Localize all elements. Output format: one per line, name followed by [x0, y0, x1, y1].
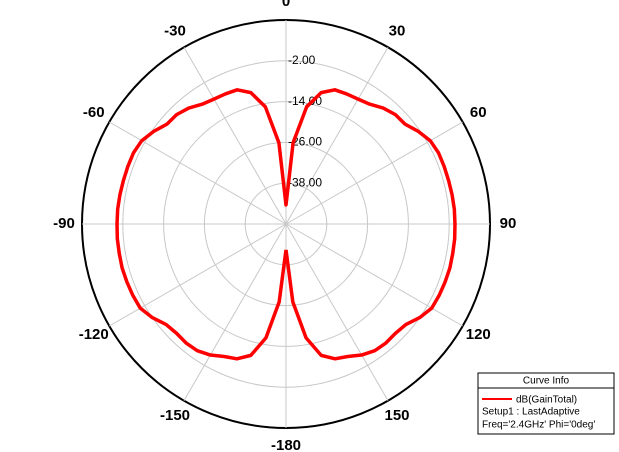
grid-spoke [285, 47, 389, 225]
r-tick-label: -38.00 [288, 175, 322, 189]
grid-spoke [285, 121, 463, 225]
legend-entry: dB(GainTotal) [516, 395, 577, 406]
angle-tick-label: 0 [282, 0, 290, 10]
angle-tick-label: -90 [53, 215, 75, 232]
grid-ring [163, 101, 409, 347]
angle-tick-label: 30 [389, 23, 406, 40]
grid-spoke [109, 121, 287, 225]
grid-ring [244, 182, 328, 266]
angle-tick-label: -150 [160, 407, 190, 424]
legend-line: Setup1 : LastAdaptive [482, 407, 580, 418]
angle-tick-label: -60 [83, 104, 105, 121]
angle-tick-label: 120 [466, 326, 491, 343]
r-tick-label: -2.00 [288, 53, 316, 67]
legend-line: Freq='2.4GHz' Phi='0deg' [482, 420, 595, 431]
angle-tick-label: 60 [470, 104, 487, 121]
r-tick-label: -14.00 [288, 94, 322, 108]
angle-tick-label: -120 [79, 326, 109, 343]
grid-ring [203, 141, 369, 307]
angle-tick-label: 90 [500, 215, 517, 232]
pattern-curve [115, 88, 457, 361]
legend-title: Curve Info [523, 376, 570, 387]
angle-tick-label: -30 [164, 23, 186, 40]
grid-spoke [285, 223, 463, 327]
grid-spoke [109, 223, 287, 327]
angle-tick-label: 150 [384, 407, 409, 424]
grid-spoke [183, 223, 287, 401]
angle-tick-label: -180 [271, 437, 301, 452]
legend-box [477, 372, 615, 435]
grid-spoke [183, 47, 287, 225]
grid-ring [122, 60, 450, 388]
grid-spoke [285, 223, 389, 401]
